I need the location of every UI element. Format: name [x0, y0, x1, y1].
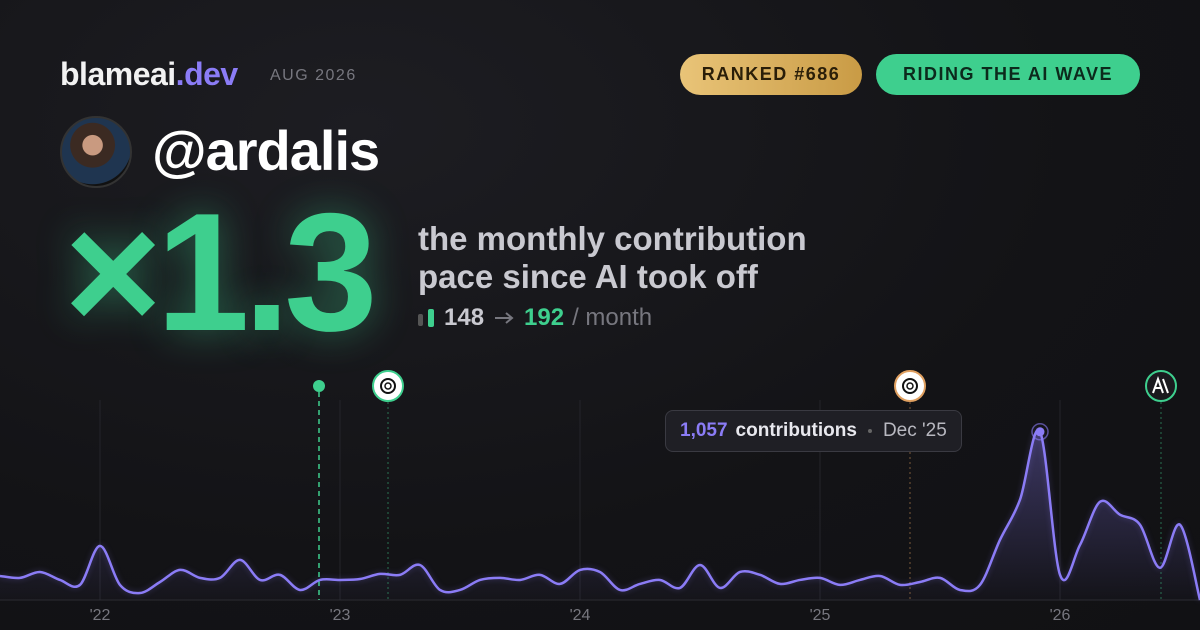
x-tick-label: '23: [330, 607, 351, 624]
tooltip-month: Dec '25: [882, 420, 947, 441]
event-dot: [313, 380, 325, 392]
description: the monthly contribution pace since AI t…: [418, 220, 807, 296]
tooltip-unit: contributions: [735, 420, 857, 441]
x-tick-label: '26: [1050, 607, 1071, 624]
tooltip: 1,057 contributions Dec '25: [665, 410, 962, 452]
pace: 148 192 / month: [418, 304, 652, 332]
x-tick-label: '25: [810, 607, 831, 624]
pace-before: 148: [444, 304, 485, 331]
status-badge: RIDING THE AI WAVE: [876, 54, 1140, 95]
tooltip-sep: [867, 429, 872, 433]
event-icon: [372, 370, 404, 402]
x-tick-label: '24: [570, 607, 591, 624]
avatar: [60, 116, 132, 188]
brand: blameai.dev: [60, 56, 238, 93]
handle: @ardalis: [152, 119, 380, 182]
area: [0, 430, 1200, 600]
pace-arrow: [495, 312, 514, 324]
peak-halo: [1031, 423, 1049, 441]
pace-after: 192: [524, 304, 565, 331]
pace-icon: [418, 309, 434, 327]
event-icon: [1145, 370, 1177, 402]
pace-unit: / month: [572, 304, 653, 331]
rank-badge: RANKED #686: [680, 54, 862, 95]
peak-point: [1035, 427, 1045, 437]
multiplier: ×1.3: [64, 178, 378, 366]
line: [0, 428, 1200, 601]
event-icon: [894, 370, 926, 402]
tooltip-count: 1,057: [680, 420, 728, 441]
x-tick-label: '22: [90, 607, 111, 624]
description-line: pace since AI took off: [418, 258, 758, 295]
description-line: the monthly contribution: [418, 220, 807, 257]
brand-name: blameai: [60, 56, 176, 92]
date: AUG 2026: [270, 67, 357, 84]
brand-tld: .dev: [175, 56, 239, 92]
